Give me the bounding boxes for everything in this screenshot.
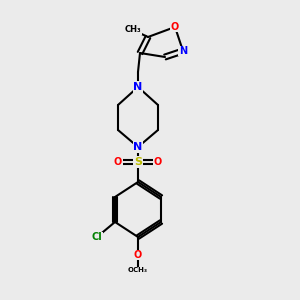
Text: N: N — [179, 46, 187, 56]
Text: CH₃: CH₃ — [125, 26, 141, 34]
Text: N: N — [134, 142, 142, 152]
Text: O: O — [114, 157, 122, 167]
Text: O: O — [171, 22, 179, 32]
Text: O: O — [154, 157, 162, 167]
Text: Cl: Cl — [92, 232, 102, 242]
Text: OCH₃: OCH₃ — [128, 267, 148, 273]
Text: S: S — [134, 157, 142, 167]
Text: O: O — [134, 250, 142, 260]
Text: N: N — [134, 82, 142, 92]
